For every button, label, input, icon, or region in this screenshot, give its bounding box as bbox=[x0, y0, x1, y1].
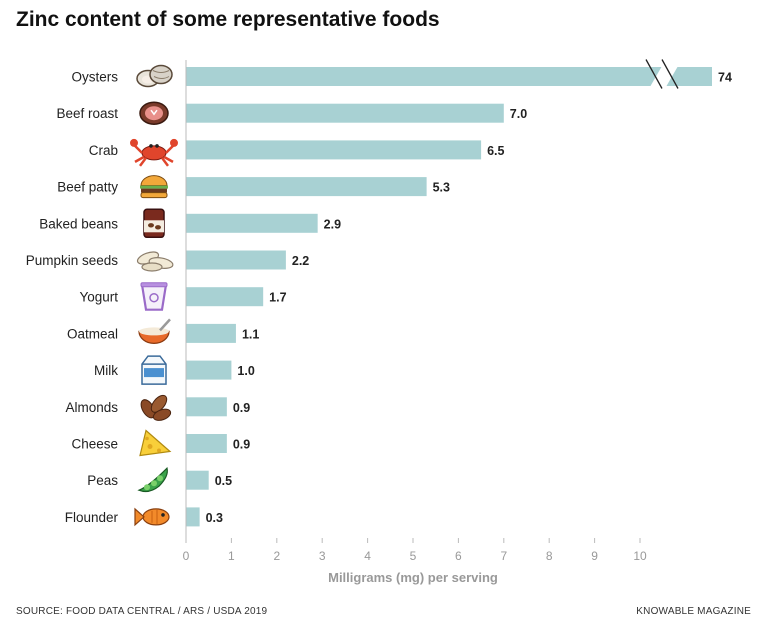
category-label: Pumpkin seeds bbox=[26, 253, 119, 268]
x-tick-label: 0 bbox=[183, 549, 190, 563]
x-tick-label: 9 bbox=[591, 549, 598, 563]
data-label: 6.5 bbox=[487, 144, 504, 158]
category-label: Crab bbox=[89, 143, 118, 158]
x-tick-label: 4 bbox=[364, 549, 371, 563]
category-label: Oysters bbox=[71, 70, 118, 85]
bean-can-icon bbox=[143, 208, 165, 239]
x-tick-label: 8 bbox=[546, 549, 553, 563]
bar bbox=[186, 177, 427, 197]
bar bbox=[186, 67, 712, 86]
axis-break-gap bbox=[649, 66, 679, 87]
fish-icon bbox=[134, 507, 170, 527]
data-label: 0.5 bbox=[215, 474, 232, 488]
category-label: Beef roast bbox=[56, 106, 118, 121]
cheese-icon bbox=[139, 429, 172, 457]
category-label: Milk bbox=[94, 363, 118, 378]
bar bbox=[186, 140, 482, 160]
milk-carton-icon bbox=[141, 355, 167, 385]
category-label: Baked beans bbox=[39, 216, 118, 231]
category-label: Beef patty bbox=[57, 180, 118, 195]
bar bbox=[186, 287, 264, 307]
publisher-credit: KNOWABLE MAGAZINE bbox=[636, 606, 751, 617]
data-label: 2.9 bbox=[324, 217, 341, 231]
almonds-icon bbox=[140, 394, 172, 421]
axis-break-mark bbox=[661, 59, 679, 89]
oyster-icon bbox=[136, 64, 173, 88]
bar bbox=[186, 323, 236, 343]
bar bbox=[186, 213, 318, 233]
bar bbox=[186, 103, 504, 123]
data-label: 74 bbox=[718, 71, 732, 85]
category-label: Cheese bbox=[71, 437, 118, 452]
x-axis-title: Milligrams (mg) per serving bbox=[328, 570, 498, 585]
bar bbox=[186, 360, 232, 380]
x-tick-label: 1 bbox=[228, 549, 235, 563]
x-tick-label: 7 bbox=[500, 549, 507, 563]
data-label: 0.9 bbox=[233, 401, 250, 415]
x-tick-label: 2 bbox=[273, 549, 280, 563]
x-tick-label: 10 bbox=[633, 549, 647, 563]
x-tick-label: 6 bbox=[455, 549, 462, 563]
burger-icon bbox=[140, 175, 168, 199]
oatmeal-icon bbox=[138, 318, 171, 344]
pumpkin-seeds-icon bbox=[136, 251, 174, 272]
category-label: Flounder bbox=[65, 510, 119, 525]
chart-title: Zinc content of some representative food… bbox=[16, 8, 440, 31]
x-tick-label: 5 bbox=[410, 549, 417, 563]
data-label: 1.7 bbox=[269, 291, 286, 305]
data-label: 1.1 bbox=[242, 327, 259, 341]
bar bbox=[186, 470, 209, 490]
yogurt-icon bbox=[140, 282, 168, 311]
data-label: 5.3 bbox=[433, 181, 450, 195]
category-label: Almonds bbox=[65, 400, 118, 415]
bar bbox=[186, 250, 286, 270]
bar bbox=[186, 397, 227, 417]
peas-icon bbox=[137, 467, 168, 493]
data-label: 7.0 bbox=[510, 107, 527, 121]
x-tick-label: 3 bbox=[319, 549, 326, 563]
beef-roast-icon bbox=[139, 101, 169, 125]
data-label: 0.9 bbox=[233, 438, 250, 452]
crab-icon bbox=[130, 138, 178, 167]
category-label: Oatmeal bbox=[67, 326, 118, 341]
data-label: 0.3 bbox=[206, 511, 223, 525]
data-label: 2.2 bbox=[292, 254, 309, 268]
bar bbox=[186, 507, 200, 527]
category-label: Peas bbox=[87, 473, 118, 488]
category-label: Yogurt bbox=[79, 290, 118, 305]
bar bbox=[186, 434, 227, 453]
source-note: SOURCE: FOOD DATA CENTRAL / ARS / USDA 2… bbox=[16, 606, 268, 617]
axis-break-mark bbox=[645, 59, 663, 89]
data-label: 1.0 bbox=[237, 364, 254, 378]
